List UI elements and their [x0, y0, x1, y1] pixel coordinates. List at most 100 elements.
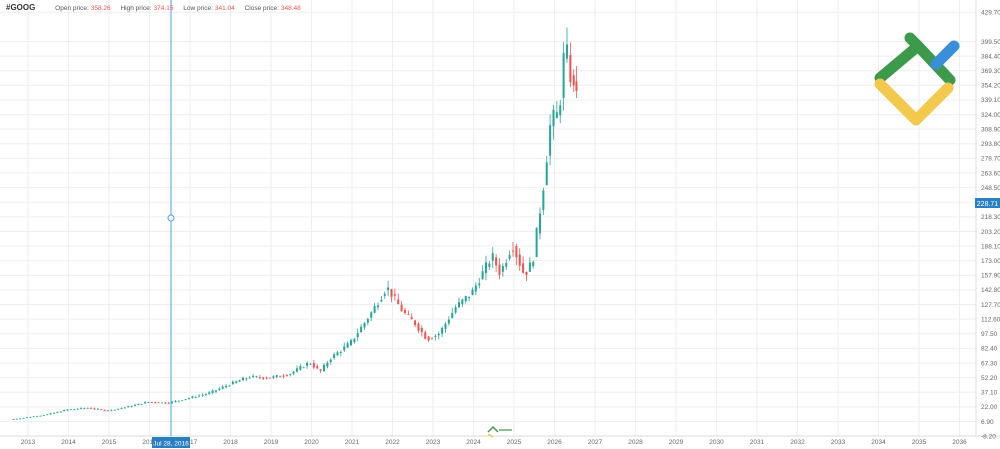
- candle-body: [49, 413, 52, 415]
- x-tick-label: 2028: [628, 439, 643, 446]
- watermark-logo-icon: [487, 425, 512, 438]
- candle-body: [363, 322, 366, 328]
- y-tick-label: 142.80: [981, 287, 1000, 294]
- candle-body: [32, 416, 35, 418]
- candle-body: [505, 262, 508, 267]
- x-tick-label: 2017: [183, 439, 198, 446]
- candle-body: [66, 409, 69, 411]
- candle-body: [171, 401, 174, 403]
- candle-body: [228, 385, 231, 387]
- candle-body: [478, 283, 481, 286]
- candle-body: [360, 326, 363, 333]
- y-tick-label: 82.40: [981, 346, 998, 353]
- candle-body: [339, 351, 342, 353]
- candle-body: [86, 407, 89, 409]
- x-tick-label: 2027: [588, 439, 603, 446]
- symbol-label: #GOOG: [6, 3, 36, 12]
- candle-body: [525, 271, 528, 276]
- brand-logo-icon: [874, 32, 960, 126]
- y-tick-label: 6.90: [981, 419, 994, 426]
- candle-body: [349, 340, 352, 346]
- candle-body: [140, 404, 143, 405]
- candle-body: [174, 400, 177, 403]
- x-tick-label: 2016: [142, 439, 157, 446]
- y-tick-label: 308.90: [981, 126, 1000, 133]
- candle-body: [211, 390, 214, 394]
- crosshair-date-box: [152, 437, 190, 448]
- x-tick-label: 2015: [102, 439, 117, 446]
- candle-body: [410, 317, 413, 320]
- candle-body: [198, 395, 201, 397]
- candle-body: [262, 377, 265, 379]
- candle-body: [177, 400, 180, 402]
- candle-body: [268, 377, 271, 379]
- candle-body: [542, 190, 545, 210]
- candle-body: [319, 369, 322, 371]
- candle-body: [569, 55, 572, 83]
- candle-body: [22, 417, 25, 419]
- crosshair-handle[interactable]: [167, 214, 175, 222]
- candle-body: [282, 375, 285, 377]
- candle-body: [285, 375, 288, 376]
- candle-body: [572, 75, 575, 86]
- candle-body: [90, 407, 93, 409]
- candle-body: [137, 403, 140, 406]
- crosshair-date-label: Jul 28, 2016: [153, 441, 189, 448]
- candle-body: [552, 109, 555, 127]
- candle-body: [417, 323, 420, 331]
- candle-body: [575, 81, 578, 91]
- candle-body: [454, 307, 457, 313]
- candle-body: [373, 306, 376, 313]
- candle-body: [481, 271, 484, 280]
- y-tick-label: 157.90: [981, 273, 1000, 280]
- candle-body: [39, 415, 42, 417]
- candle-body: [501, 265, 504, 272]
- y-tick-label: 369.30: [981, 68, 1000, 75]
- candle-body: [528, 262, 531, 272]
- x-tick-label: 2036: [952, 439, 967, 446]
- x-tick-label: 2026: [547, 439, 562, 446]
- candle-body: [562, 52, 565, 98]
- candle-body: [518, 254, 521, 266]
- candle-body: [457, 302, 460, 308]
- candle-body: [12, 419, 15, 420]
- candle-body: [160, 402, 163, 404]
- open-value: 358.26: [90, 5, 111, 12]
- candle-body: [208, 392, 211, 394]
- candle-body: [184, 399, 187, 400]
- candle-body: [376, 305, 379, 308]
- low-label: Low price:: [183, 5, 213, 12]
- candle-body: [397, 299, 400, 305]
- candle-body: [56, 411, 59, 413]
- y-tick-label: 203.20: [981, 229, 1000, 236]
- candle-body: [407, 313, 410, 315]
- candle-body: [309, 363, 312, 365]
- candle-body: [63, 410, 66, 412]
- x-tick-label: 2022: [385, 439, 400, 446]
- candle-body: [535, 227, 538, 257]
- y-tick-label: 67.30: [981, 360, 998, 367]
- current-price-label: 228.71: [977, 201, 999, 208]
- x-tick-label: 2024: [466, 439, 481, 446]
- candle-body: [79, 407, 82, 409]
- candle-body: [279, 376, 282, 378]
- x-tick-label: 2033: [831, 439, 846, 446]
- candle-body: [511, 250, 514, 252]
- candle-body: [461, 299, 464, 305]
- candle-body: [302, 367, 305, 369]
- candle-body: [346, 343, 349, 348]
- candle-body: [370, 312, 373, 318]
- candle-body: [42, 415, 45, 417]
- y-tick-label: 339.10: [981, 97, 1000, 104]
- candle-body: [187, 398, 190, 399]
- x-tick-label: 2029: [669, 439, 684, 446]
- candle-body: [522, 263, 525, 273]
- y-tick-label: 384.40: [981, 53, 1000, 60]
- x-tick-label: 2023: [426, 439, 441, 446]
- y-tick-label: 278.70: [981, 156, 1000, 163]
- y-tick-label: 324.00: [981, 112, 1000, 119]
- y-tick-label: 188.10: [981, 243, 1000, 250]
- candle-body: [434, 335, 437, 337]
- candle-body: [201, 394, 204, 396]
